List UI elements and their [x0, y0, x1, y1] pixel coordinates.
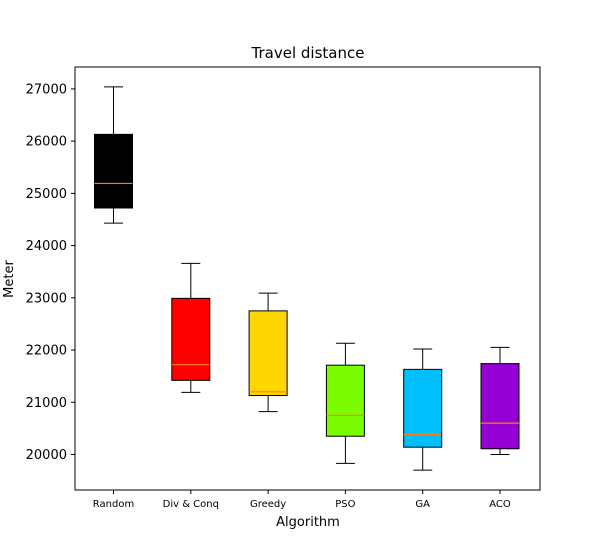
- y-tick-label: 26000: [26, 135, 67, 150]
- chart-title: Travel distance: [251, 44, 365, 62]
- plot-frame: [74, 66, 541, 491]
- y-tick-label: 21000: [26, 396, 67, 411]
- x-tick-label: Random: [93, 499, 134, 510]
- x-tick-label: Greedy: [250, 499, 286, 510]
- plot-layer: 20000 21000 22000 23000 24000 25000 26000 27000…: [26, 82, 520, 510]
- y-tick-label: 27000: [26, 82, 67, 97]
- box-div-conq: [171, 297, 211, 381]
- y-tick-label: 24000: [26, 239, 67, 254]
- box-ga: [403, 368, 443, 448]
- y-tick-label: 20000: [26, 448, 67, 463]
- x-tick-label: ACO: [489, 499, 511, 510]
- x-tick-label: GA: [415, 499, 430, 510]
- box-aco: [480, 363, 520, 450]
- box-random: [94, 133, 133, 209]
- y-tick-label: 25000: [26, 187, 67, 202]
- x-axis-label: Algorithm: [276, 515, 340, 530]
- x-tick-label: Div & Conq: [163, 499, 219, 510]
- x-tick-label: PSO: [335, 499, 355, 510]
- y-tick-label: 23000: [26, 291, 67, 306]
- box-pso: [325, 364, 365, 437]
- box-greedy: [248, 310, 288, 396]
- y-tick-label: 22000: [26, 344, 67, 359]
- y-axis-label: Meter: [2, 260, 17, 298]
